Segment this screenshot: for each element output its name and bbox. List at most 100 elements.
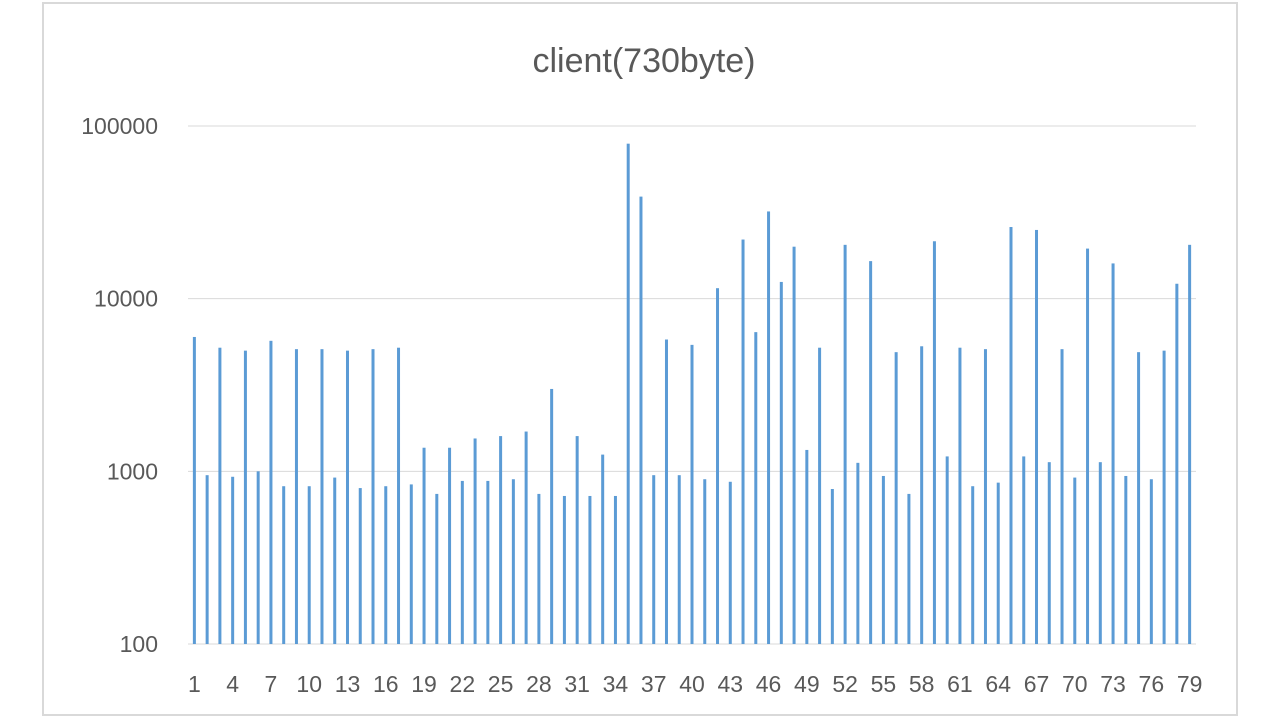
y-tick-label: 100 <box>120 631 158 657</box>
x-tick-label: 73 <box>1100 671 1126 697</box>
bar-45 <box>754 332 758 644</box>
bar-19 <box>422 447 426 644</box>
bar-77 <box>1162 350 1166 644</box>
x-tick-label: 40 <box>679 671 705 697</box>
x-tick-label: 49 <box>794 671 820 697</box>
bar-22 <box>460 480 464 644</box>
bar-6 <box>256 471 260 644</box>
bar-52 <box>843 244 847 645</box>
y-tick-label: 10000 <box>94 286 158 312</box>
bar-33 <box>601 454 605 644</box>
bar-51 <box>830 489 834 644</box>
bar-17 <box>397 347 401 644</box>
bar-13 <box>345 350 349 644</box>
x-tick-label: 70 <box>1062 671 1088 697</box>
bar-31 <box>575 436 579 644</box>
bar-42 <box>716 288 720 644</box>
bar-10 <box>307 486 311 644</box>
bar-35 <box>626 143 630 644</box>
bar-56 <box>894 352 898 644</box>
bar-43 <box>728 481 732 644</box>
bar-53 <box>856 462 860 644</box>
x-tick-label: 10 <box>296 671 322 697</box>
x-tick-label: 19 <box>411 671 437 697</box>
bar-16 <box>384 486 388 644</box>
bar-70 <box>1073 477 1077 644</box>
bar-26 <box>511 479 515 644</box>
bar-21 <box>448 447 452 644</box>
bar-46 <box>767 211 771 645</box>
x-tick-label: 37 <box>641 671 667 697</box>
x-tick-label: 22 <box>450 671 476 697</box>
bar-58 <box>920 346 924 644</box>
bar-23 <box>473 438 477 644</box>
bar-72 <box>1098 462 1102 644</box>
x-tick-label: 76 <box>1139 671 1165 697</box>
bar-40 <box>690 344 694 644</box>
bar-57 <box>907 493 911 644</box>
x-tick-label: 55 <box>871 671 897 697</box>
x-tick-label: 67 <box>1024 671 1050 697</box>
chart-area: client(730byte) 100 1000 10000 100000 1 4 7 10… <box>42 2 1238 716</box>
bars <box>192 143 1192 645</box>
bar-62 <box>971 486 975 644</box>
bar-63 <box>983 349 987 644</box>
x-tick-label: 34 <box>603 671 629 697</box>
bar-48 <box>792 246 796 644</box>
x-tick-label: 28 <box>526 671 552 697</box>
bar-28 <box>537 493 541 644</box>
x-tick-label: 46 <box>756 671 782 697</box>
bar-11 <box>320 349 324 644</box>
x-tick-label: 61 <box>947 671 973 697</box>
bar-65 <box>1009 227 1013 645</box>
bar-44 <box>741 239 745 644</box>
bar-27 <box>524 431 528 644</box>
bar-41 <box>703 479 707 644</box>
bar-60 <box>945 456 949 644</box>
bar-55 <box>881 475 885 644</box>
bar-30 <box>562 495 566 644</box>
bar-49 <box>805 449 809 644</box>
bar-61 <box>958 347 962 644</box>
x-tick-label: 79 <box>1177 671 1203 697</box>
y-tick-label: 1000 <box>107 458 158 484</box>
bar-7 <box>269 340 273 644</box>
x-tick-label: 13 <box>335 671 361 697</box>
bar-59 <box>932 241 936 644</box>
bar-67 <box>1035 229 1039 644</box>
bar-69 <box>1060 349 1064 644</box>
bar-64 <box>996 482 1000 644</box>
bar-38 <box>664 339 668 644</box>
bar-37 <box>652 475 656 644</box>
bar-1 <box>192 336 196 644</box>
x-axis-ticks: 1 4 7 10 13 16 19 22 25 28 31 34 37 40 43 46 49 52 55 58 61 6… <box>188 671 1202 697</box>
bar-24 <box>486 480 490 644</box>
bar-18 <box>409 484 413 644</box>
bar-47 <box>779 281 783 644</box>
bar-39 <box>677 475 681 644</box>
bar-78 <box>1175 283 1179 644</box>
bar-20 <box>435 493 439 644</box>
bar-73 <box>1111 263 1115 644</box>
bar-8 <box>282 486 286 644</box>
bar-50 <box>818 347 822 644</box>
bar-66 <box>1022 456 1026 644</box>
bar-36 <box>639 196 643 645</box>
bar-75 <box>1137 352 1141 644</box>
y-axis-ticks: 100 1000 10000 100000 <box>81 113 158 657</box>
bar-12 <box>333 477 337 644</box>
bar-25 <box>499 436 503 644</box>
x-tick-label: 64 <box>985 671 1011 697</box>
x-tick-label: 43 <box>717 671 743 697</box>
x-tick-label: 52 <box>832 671 858 697</box>
x-tick-label: 7 <box>265 671 278 697</box>
bar-14 <box>358 488 362 644</box>
bar-71 <box>1086 248 1090 645</box>
bar-5 <box>243 350 247 644</box>
x-tick-label: 25 <box>488 671 514 697</box>
bar-54 <box>869 261 873 644</box>
x-tick-label: 31 <box>564 671 590 697</box>
bar-3 <box>218 347 222 644</box>
x-tick-label: 1 <box>188 671 201 697</box>
x-tick-label: 4 <box>226 671 239 697</box>
